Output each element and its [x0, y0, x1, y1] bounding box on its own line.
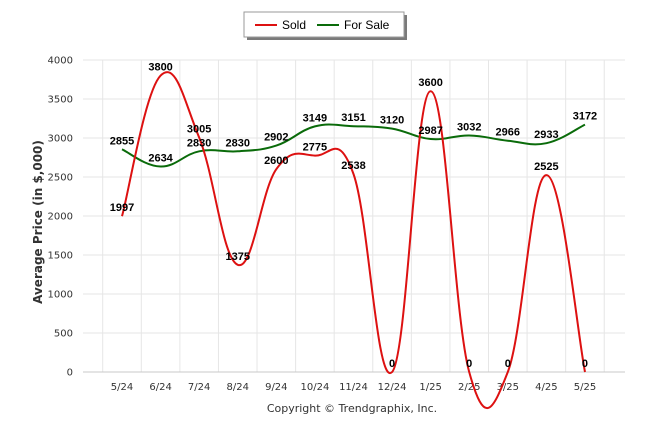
sold-series-line — [121, 71, 586, 410]
for-sale-value-label: 3120 — [380, 115, 404, 127]
x-tick-label: 11/24 — [339, 382, 368, 393]
for-sale-value-label: 3172 — [573, 111, 597, 123]
for-sale-value-label: 2987 — [418, 125, 442, 137]
sold-value-label: 0 — [389, 358, 395, 370]
copyright-footer: Copyright © Trendgraphix, Inc. — [267, 402, 437, 415]
y-axis-title: Average Price (in $,000) — [31, 140, 45, 304]
x-tick-label: 9/24 — [265, 382, 287, 393]
y-tick-label: 0 — [67, 368, 73, 379]
sold-value-label: 2525 — [534, 161, 558, 173]
y-axis-ticks: 0 500 1000 1500 2000 2500 3000 3500 4000 — [48, 56, 73, 379]
x-tick-label: 7/24 — [188, 382, 210, 393]
for-sale-value-label: 3032 — [457, 122, 481, 134]
x-axis-ticks: 5/24 6/24 7/24 8/24 9/24 10/24 11/24 12/24 1/25 2… — [111, 382, 596, 393]
x-tick-label: 1/25 — [419, 382, 441, 393]
y-tick-label: 500 — [54, 329, 73, 340]
x-tick-label: 12/24 — [378, 382, 407, 393]
for-sale-value-label: 2933 — [534, 129, 558, 141]
series-lines — [121, 71, 586, 410]
for-sale-series-line — [121, 123, 586, 168]
for-sale-value-label: 2966 — [496, 127, 520, 139]
for-sale-value-label: 2902 — [264, 132, 288, 144]
y-tick-label: 2500 — [48, 173, 73, 184]
x-tick-label: 8/24 — [227, 382, 249, 393]
for-sale-value-label: 2634 — [148, 153, 173, 165]
y-tick-label: 3500 — [48, 95, 73, 106]
for-sale-value-label: 3149 — [303, 112, 327, 124]
legend-for-sale-label: For Sale — [344, 18, 390, 32]
sold-value-label: 2538 — [341, 160, 365, 172]
y-tick-label: 3000 — [48, 134, 73, 145]
sold-value-label: 0 — [582, 358, 588, 370]
sold-value-label: 2775 — [303, 142, 327, 154]
sold-value-label: 0 — [466, 358, 472, 370]
for-sale-value-label: 2855 — [110, 135, 134, 147]
x-tick-label: 10/24 — [300, 382, 329, 393]
x-tick-label: 5/25 — [574, 382, 596, 393]
y-tick-label: 4000 — [48, 56, 73, 67]
sold-value-label: 0 — [505, 358, 511, 370]
x-tick-label: 5/24 — [111, 382, 133, 393]
for-sale-value-label: 2830 — [225, 137, 249, 149]
data-labels: 1997 3800 3005 1375 2600 2775 2538 0 3600 0 0 2525 0… — [110, 62, 597, 370]
sold-value-label: 1997 — [110, 202, 134, 214]
for-sale-value-label: 3151 — [341, 112, 365, 124]
sold-value-label: 1375 — [225, 251, 249, 263]
sold-value-label: 3600 — [418, 77, 442, 89]
for-sale-value-label: 2830 — [187, 137, 211, 149]
sold-value-label: 3005 — [187, 124, 211, 136]
x-tick-label: 2/25 — [458, 382, 480, 393]
x-tick-label: 6/24 — [149, 382, 171, 393]
x-tick-label: 3/25 — [497, 382, 519, 393]
y-tick-label: 1000 — [48, 290, 73, 301]
gridlines — [83, 59, 625, 373]
legend: Sold For Sale — [243, 11, 407, 40]
y-tick-label: 1500 — [48, 251, 73, 262]
y-tick-label: 2000 — [48, 212, 73, 223]
sold-value-label: 2600 — [264, 155, 288, 167]
legend-sold-label: Sold — [282, 18, 306, 32]
sold-value-label: 3800 — [148, 62, 172, 74]
x-tick-label: 4/25 — [535, 382, 557, 393]
